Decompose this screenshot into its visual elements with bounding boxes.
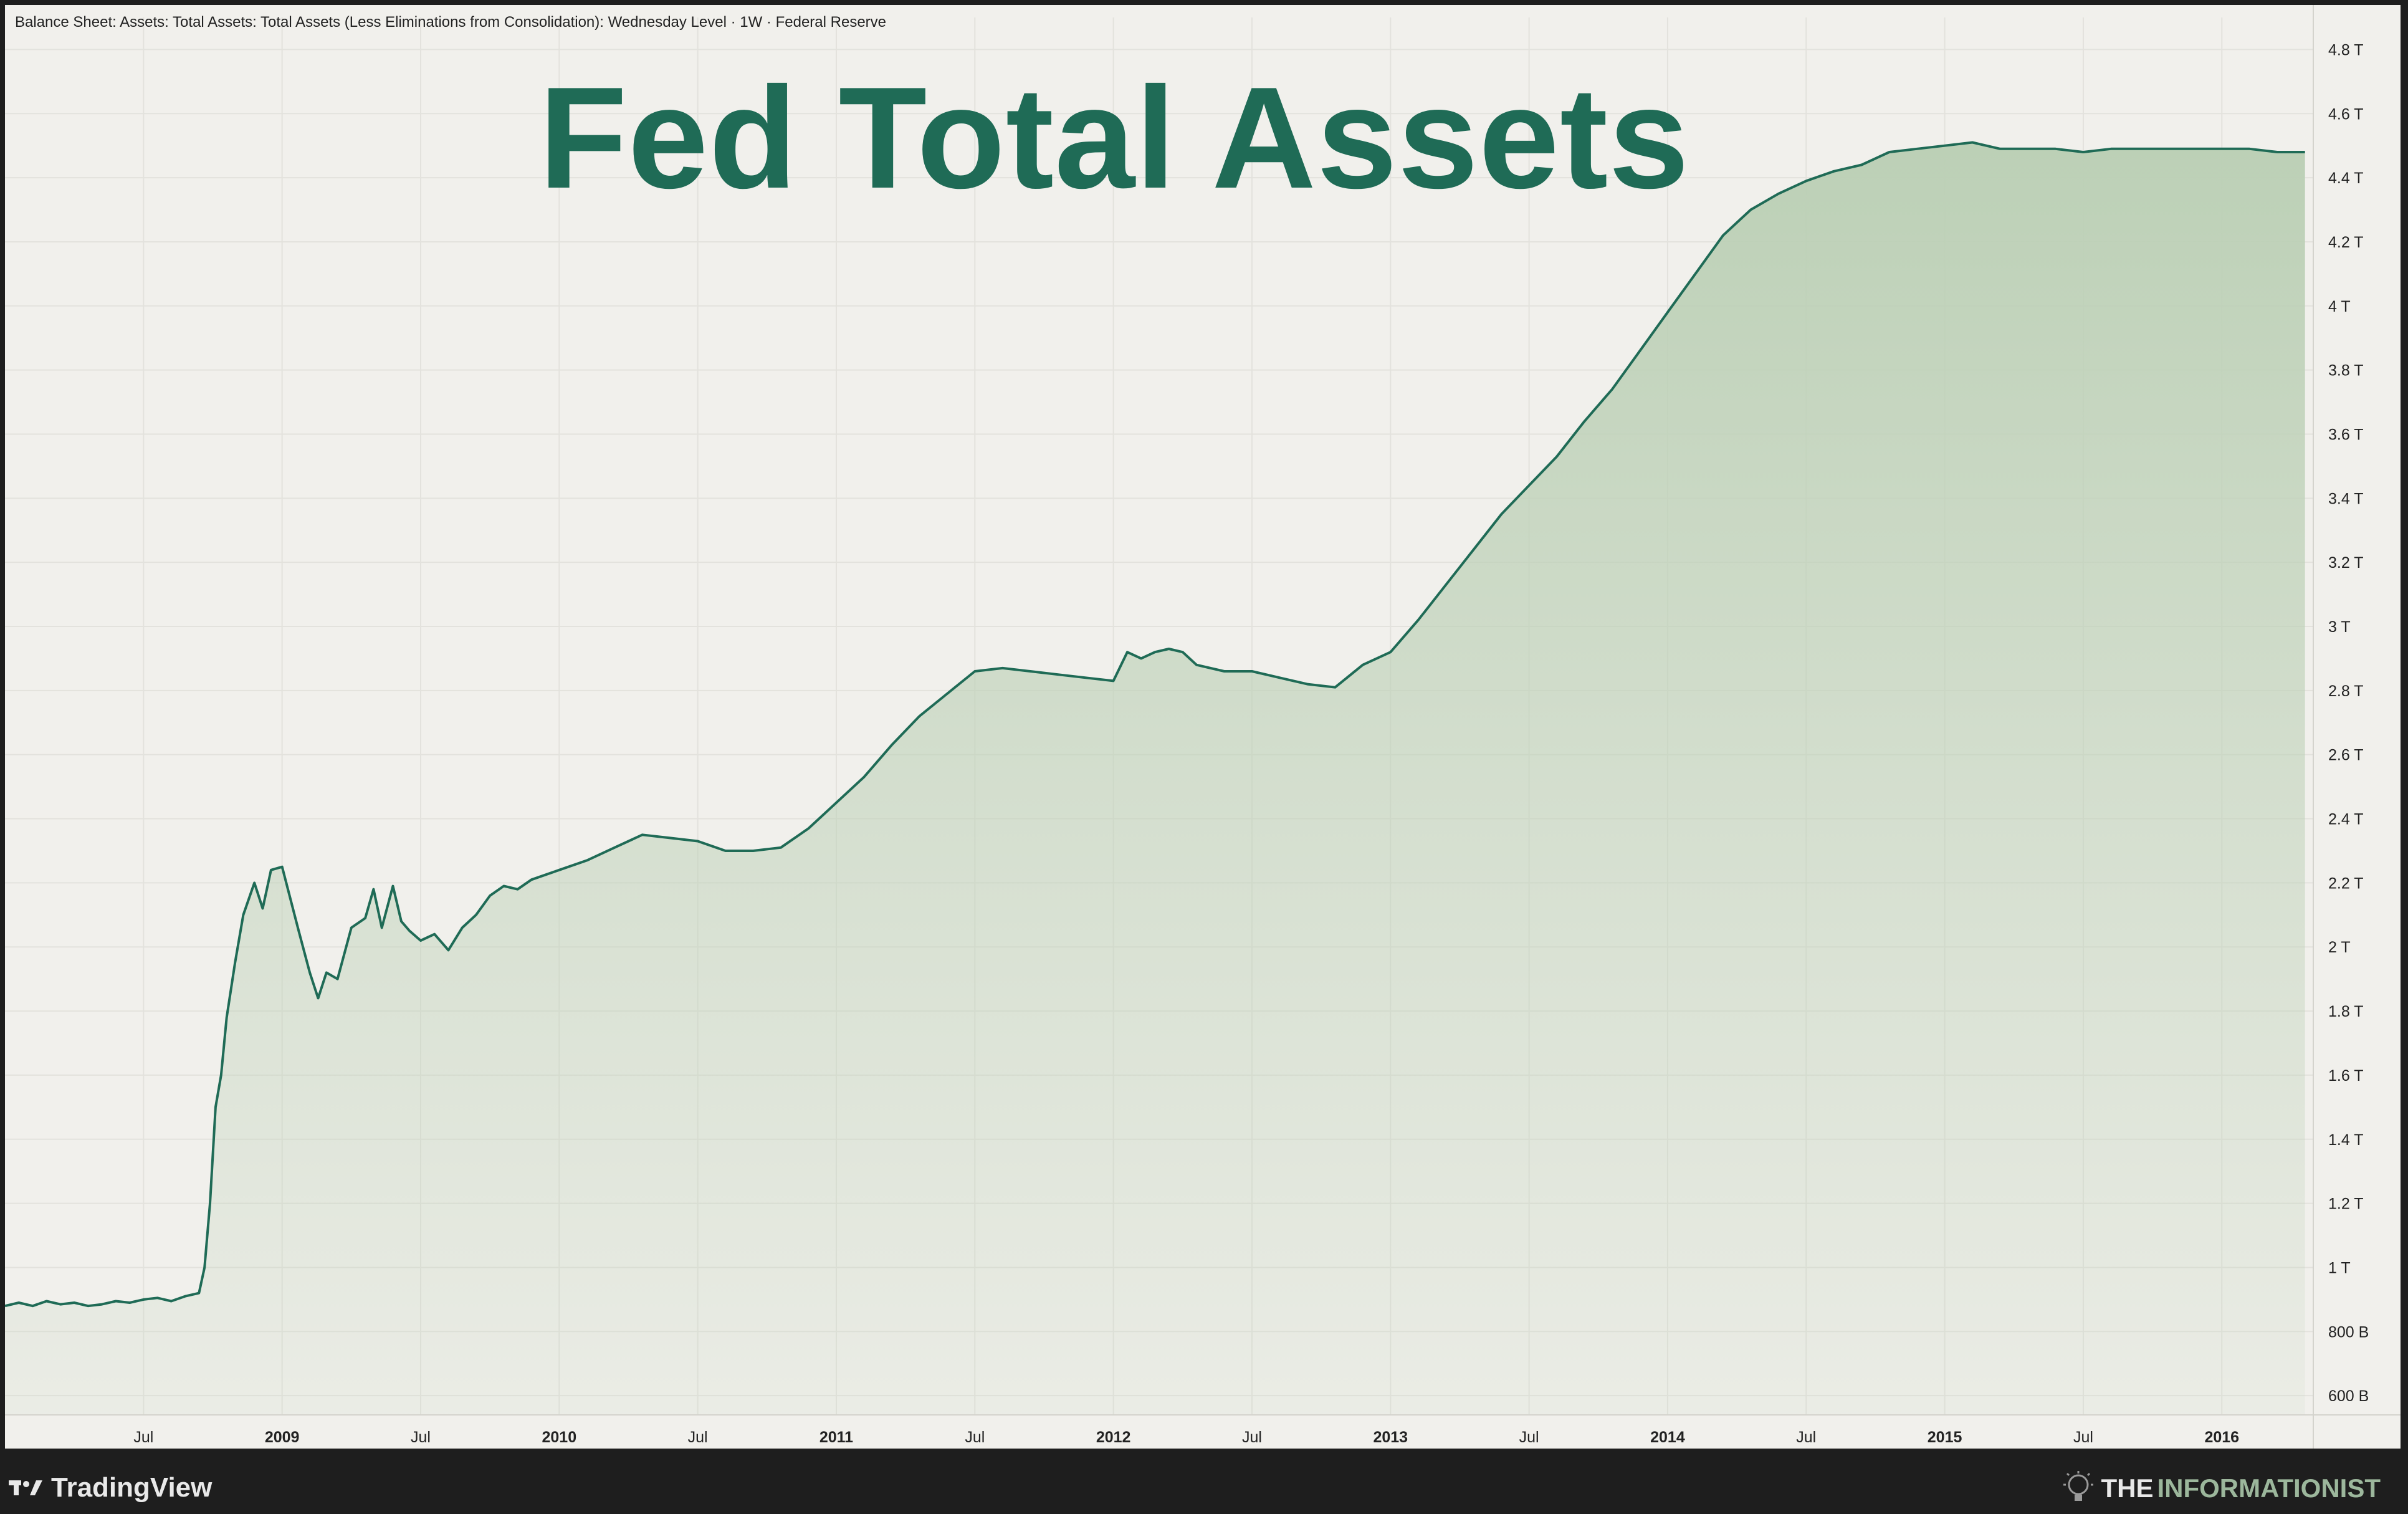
- tradingview-icon: [9, 1480, 42, 1495]
- y-tick-label: 2 T: [2328, 939, 2351, 956]
- x-tick-label: 2014: [1650, 1429, 1685, 1446]
- y-tick-label: 1 T: [2328, 1259, 2351, 1277]
- informationist-logo: THE INFORMATIONIST: [2062, 1470, 2381, 1507]
- y-tick-label: 2.2 T: [2328, 874, 2364, 892]
- lightbulb-icon: [2063, 1471, 2094, 1501]
- y-tick-label: 1.6 T: [2328, 1067, 2364, 1085]
- y-tick-label: 1.8 T: [2328, 1003, 2364, 1020]
- x-tick-label: 2009: [265, 1429, 300, 1446]
- x-tick-label: 2011: [819, 1429, 853, 1446]
- chart-panel: 600 B 800 B 1 T 1.2 T 1.4 T 1.6 T 1.8 T 2 T 2.2 …: [5, 5, 2401, 1449]
- y-tick-label: 4.2 T: [2328, 234, 2364, 251]
- x-tick-label: Jul: [965, 1429, 985, 1446]
- y-tick-label: 3.4 T: [2328, 490, 2364, 507]
- y-tick-label: 3.6 T: [2328, 426, 2364, 443]
- x-tick-label: 2015: [1928, 1429, 1962, 1446]
- series-description: Balance Sheet: Assets: Total Assets: Tot…: [15, 14, 886, 31]
- y-tick-label: 3.2 T: [2328, 554, 2364, 572]
- y-tick-label: 2.4 T: [2328, 811, 2364, 828]
- axes: 600 B 800 B 1 T 1.2 T 1.4 T 1.6 T 1.8 T 2 T 2.2 …: [5, 5, 2401, 1449]
- x-tick-label: 2016: [2204, 1429, 2239, 1446]
- y-tick-label: 4 T: [2328, 298, 2351, 315]
- y-tick-label: 1.4 T: [2328, 1131, 2364, 1149]
- y-tick-label: 3 T: [2328, 618, 2351, 636]
- y-tick-label: 4.8 T: [2328, 41, 2364, 59]
- x-tick-label: 2013: [1373, 1429, 1408, 1446]
- x-tick-label: Jul: [1242, 1429, 1262, 1446]
- y-tick-label: 4.4 T: [2328, 170, 2364, 187]
- y-tick-label: 4.6 T: [2328, 105, 2364, 123]
- y-tick-label: 600 B: [2328, 1387, 2369, 1405]
- y-tick-label: 2.8 T: [2328, 683, 2364, 700]
- area-fill: [5, 142, 2305, 1415]
- x-tick-label: Jul: [1519, 1429, 1539, 1446]
- chart-title: Fed Total Assets: [538, 57, 1690, 219]
- y-tick-label: 800 B: [2328, 1323, 2369, 1341]
- y-tick-label: 2.6 T: [2328, 747, 2364, 764]
- x-tick-label: Jul: [2073, 1429, 2093, 1446]
- y-tick-label: 1.2 T: [2328, 1195, 2364, 1213]
- x-tick-label: Jul: [1796, 1429, 1816, 1446]
- y-tick-label: 3.8 T: [2328, 362, 2364, 380]
- x-tick-label: Jul: [411, 1429, 431, 1446]
- tradingview-wordmark: TradingView: [51, 1472, 213, 1503]
- brand-name: INFORMATIONIST: [2157, 1473, 2381, 1503]
- brand-prefix: THE: [2101, 1473, 2154, 1503]
- tradingview-logo[interactable]: TradingView: [9, 1472, 212, 1503]
- chart-plot[interactable]: 600 B 800 B 1 T 1.2 T 1.4 T 1.6 T 1.8 T 2 T 2.2 …: [5, 5, 2401, 1449]
- area-series: [5, 141, 2305, 1415]
- x-tick-label: Jul: [133, 1429, 153, 1446]
- x-tick-label: Jul: [688, 1429, 708, 1446]
- x-tick-label: 2012: [1096, 1429, 1131, 1446]
- footer-bar: TradingView THE INFORMATIONIST: [0, 1449, 2408, 1514]
- x-tick-label: 2010: [542, 1429, 577, 1446]
